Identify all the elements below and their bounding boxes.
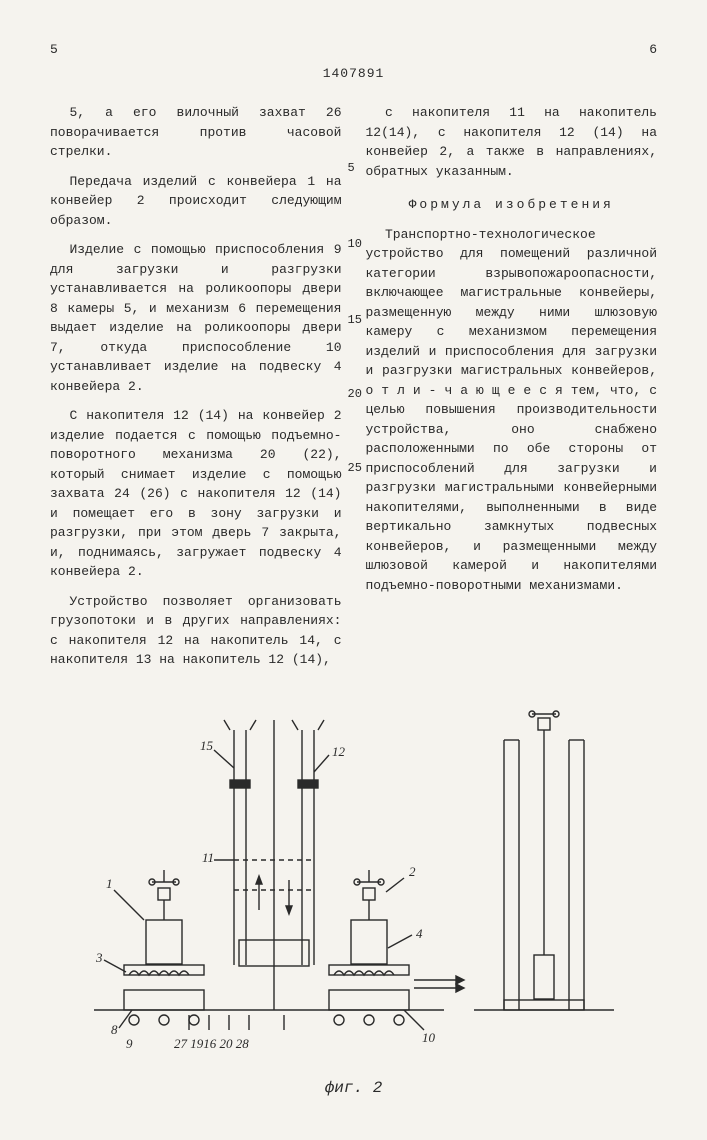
document-number: 1407891: [50, 64, 657, 84]
page-num-left: 5: [50, 40, 58, 60]
paragraph: С накопителя 12 (14) на конвейер 2 издел…: [50, 406, 342, 582]
text-columns: 5, а его вилочный захват 26 поворачивает…: [50, 103, 657, 680]
line-number: 25: [348, 459, 362, 477]
paragraph: Передача изделий с конвейера 1 на конвей…: [50, 172, 342, 231]
fig-label: 10: [422, 1030, 436, 1045]
paragraph: Транспортно-технологическое устройство д…: [366, 225, 658, 596]
fig-label: 1: [106, 876, 113, 891]
fig-label: 9: [126, 1036, 133, 1051]
paragraph: с накопителя 11 на накопитель 12(14), с …: [366, 103, 658, 181]
fig-label: 8: [111, 1022, 118, 1037]
left-column: 5, а его вилочный захват 26 поворачивает…: [50, 103, 342, 680]
line-number: 5: [348, 159, 355, 177]
line-number: 10: [348, 235, 362, 253]
formula-title: Формула изобретения: [366, 195, 658, 215]
fig-label: 3: [95, 950, 103, 965]
right-column: 5 10 15 20 25 с накопителя 11 на накопит…: [366, 103, 658, 680]
fig-label-group: 27 1916 20 28: [174, 1036, 249, 1051]
figure-svg: 1 2 3 4 8 9 10 11 12 15 27 1916 20 28: [74, 710, 634, 1070]
page-number-row: 5 6: [50, 40, 657, 60]
paragraph: Устройство позволяет организовать грузоп…: [50, 592, 342, 670]
fig-label: 12: [332, 744, 346, 759]
fig-label: 2: [409, 864, 416, 879]
line-number: 20: [348, 385, 362, 403]
fig-label: 4: [416, 926, 423, 941]
page-num-right: 6: [649, 40, 657, 60]
paragraph: Изделие с помощью приспособления 9 для з…: [50, 240, 342, 396]
fig-label: 11: [202, 850, 214, 865]
figure-2: 1 2 3 4 8 9 10 11 12 15 27 1916 20 28 фи…: [50, 710, 657, 1100]
paragraph: 5, а его вилочный захват 26 поворачивает…: [50, 103, 342, 162]
fig-label: 15: [200, 738, 214, 753]
line-number: 15: [348, 311, 362, 329]
figure-caption: фиг. 2: [50, 1076, 657, 1100]
